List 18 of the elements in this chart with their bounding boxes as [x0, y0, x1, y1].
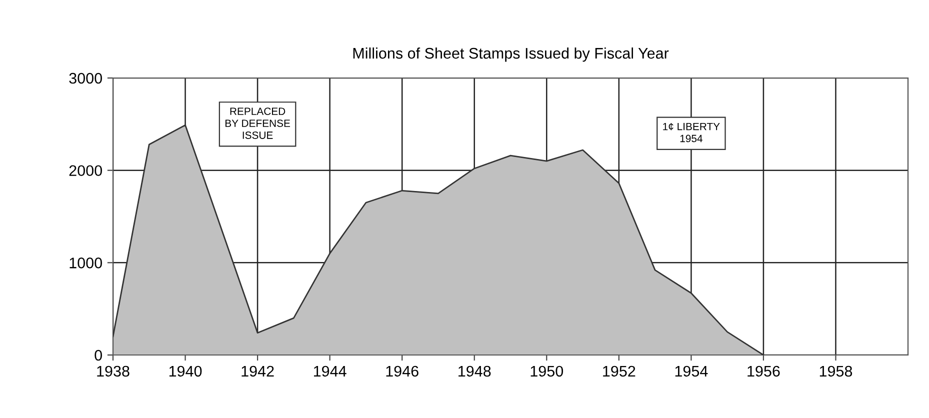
chart-title: Millions of Sheet Stamps Issued by Fiscal Year — [353, 47, 669, 62]
y-tick-label: 3000 — [69, 72, 102, 84]
y-tick-label: 2000 — [69, 165, 102, 176]
annotation: REPLACED BY DEFENSE ISSUE — [225, 108, 290, 139]
x-tick-label: 1952 — [603, 366, 636, 377]
x-tick-label: 1956 — [748, 366, 780, 377]
y-tick-label: 0 — [94, 350, 102, 361]
x-tick-label: 1958 — [820, 366, 852, 377]
x-tick-label: 1946 — [386, 366, 418, 377]
x-tick-label: 1954 — [675, 366, 708, 377]
x-tick-label: 1942 — [242, 366, 274, 377]
annotation: 1¢ LIBERTY 1954 — [663, 122, 720, 142]
x-tick-label: 1944 — [314, 366, 346, 377]
x-tick-label: 1948 — [458, 366, 491, 377]
x-tick-label: 1950 — [530, 366, 564, 377]
y-tick-label: 1000 — [70, 258, 102, 268]
x-tick-label: 1940 — [169, 366, 202, 377]
x-tick-label: 1938 — [97, 366, 130, 377]
